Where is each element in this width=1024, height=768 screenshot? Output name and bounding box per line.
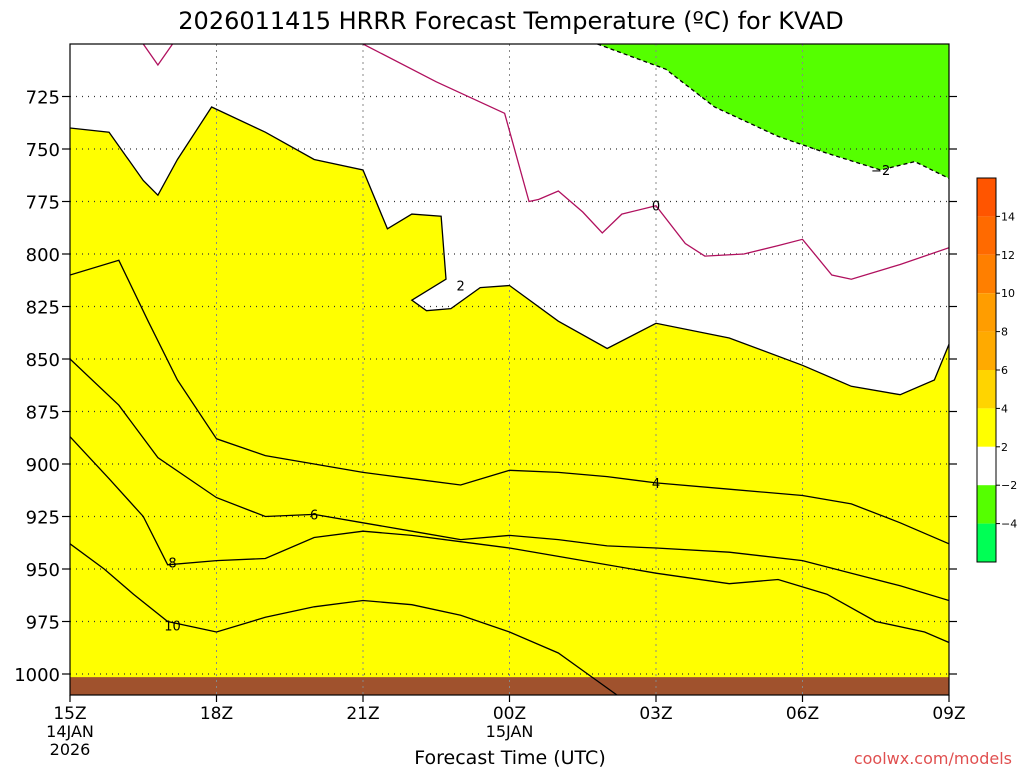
x-tick-label: 03Z <box>639 704 672 724</box>
x-tick-date: 14JAN <box>46 722 94 741</box>
colorbar-label: −2 <box>1001 479 1017 492</box>
y-axis: 725 750 775 800 825 850 875 900 925 950 975 1000 <box>14 88 957 686</box>
x-tick-label: 00Z <box>493 704 526 724</box>
colorbar-label: 12 <box>1001 249 1015 262</box>
band-neg2toneg4 <box>597 44 949 179</box>
colorbar-swatch <box>977 408 996 447</box>
colorbar-swatch <box>977 446 996 486</box>
colorbar-label: 8 <box>1001 326 1008 339</box>
colorbar-swatch <box>977 178 996 217</box>
y-tick-label: 825 <box>26 298 60 319</box>
colorbar-label: 2 <box>1001 441 1008 454</box>
x-tick-label: 06Z <box>786 704 819 724</box>
contour-label: 0 <box>652 200 660 215</box>
contour-6 <box>70 358 949 602</box>
y-tick-label: 950 <box>26 560 60 581</box>
y-tick-label: 875 <box>26 403 60 424</box>
contour-2 <box>70 106 949 396</box>
contour-8 <box>70 436 949 644</box>
contour-0 <box>142 44 174 67</box>
colorbar-swatch <box>977 216 996 255</box>
colorbar-label: −4 <box>1001 518 1017 531</box>
y-tick-label: 775 <box>26 193 60 214</box>
contour-label: 4 <box>652 477 660 492</box>
y-tick-label: 850 <box>26 350 60 371</box>
grid-layer <box>70 44 949 695</box>
x-axis-label: Forecast Time (UTC) <box>414 747 605 768</box>
y-tick-label: 750 <box>26 140 60 161</box>
y-tick-label: 725 <box>26 88 60 109</box>
y-tick-label: 900 <box>26 455 60 476</box>
x-tick-label: 18Z <box>200 704 233 724</box>
colorbar-swatch <box>977 485 996 524</box>
y-tick-label: 800 <box>26 245 60 266</box>
x-tick-label: 15Z <box>53 704 86 724</box>
contour-label: 2 <box>457 280 465 295</box>
colorbar-swatch <box>977 331 996 370</box>
plot-area: 10 8 6 4 2 0 −2 <box>69 43 950 696</box>
colorbar-label: 6 <box>1001 364 1008 377</box>
y-tick-label: 1000 <box>14 665 60 686</box>
x-tick-date: 15JAN <box>486 722 534 741</box>
contour-label: 10 <box>164 620 181 635</box>
colorbar: 14 12 10 8 6 4 2 −2 −4 <box>976 177 1017 563</box>
contour-layer: 10 8 6 4 2 0 −2 <box>70 44 949 695</box>
x-tick-year: 2026 <box>50 740 91 759</box>
colorbar-label: 4 <box>1001 402 1008 415</box>
credit-text: coolwx.com/models <box>854 749 1012 768</box>
chart-title: 2026011415 HRRR Forecast Temperature (ºC… <box>178 7 843 35</box>
colorbar-label: 14 <box>1001 210 1015 223</box>
contour-0 <box>362 44 949 280</box>
x-tick-label: 21Z <box>346 704 379 724</box>
contour-label: 6 <box>310 508 318 523</box>
x-tick-label: 09Z <box>932 704 965 724</box>
contour-label: −2 <box>871 164 890 179</box>
contour-10 <box>70 543 618 695</box>
colorbar-label: 10 <box>1001 287 1015 300</box>
y-tick-label: 975 <box>26 613 60 634</box>
y-tick-label: 925 <box>26 508 60 529</box>
contour-label: 8 <box>168 557 176 572</box>
colorbar-swatch <box>977 523 996 562</box>
contour-4 <box>70 259 949 545</box>
colorbar-swatch <box>977 370 996 409</box>
colorbar-swatch <box>977 293 996 332</box>
colorbar-swatch <box>977 254 996 294</box>
